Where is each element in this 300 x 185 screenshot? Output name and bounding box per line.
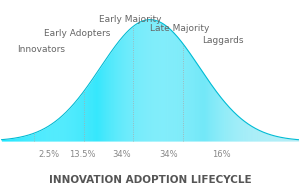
Text: INNOVATION ADOPTION LIFECYCLE: INNOVATION ADOPTION LIFECYCLE — [49, 175, 251, 185]
Text: Laggards: Laggards — [202, 36, 243, 45]
Text: 16%: 16% — [212, 149, 230, 159]
Text: 2.5%: 2.5% — [39, 149, 60, 159]
Text: Late Majority: Late Majority — [150, 24, 209, 33]
Text: Early Adopters: Early Adopters — [44, 29, 110, 38]
Text: 34%: 34% — [112, 149, 131, 159]
Text: Innovators: Innovators — [17, 45, 65, 54]
Text: 34%: 34% — [159, 149, 178, 159]
Text: Early Majority: Early Majority — [99, 16, 161, 24]
Text: 13.5%: 13.5% — [69, 149, 95, 159]
